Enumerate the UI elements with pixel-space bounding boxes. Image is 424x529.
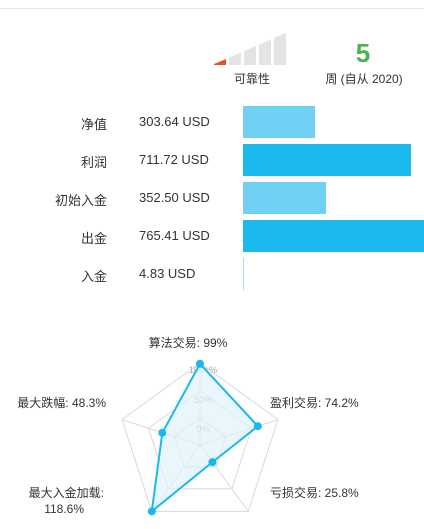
trading-radar-chart: 0%50%100+%算法交易: 99%盈利交易: 74.2%亏损交易: 25.8… (17, 335, 359, 516)
radar-point (196, 359, 204, 368)
stat-label: 初始入金 (54, 193, 107, 208)
radar-point (147, 507, 156, 516)
stat-row: 净值 303.64 USD (0, 106, 424, 138)
top-divider (0, 8, 424, 9)
stat-value: 711.72 USD (139, 152, 209, 167)
stat-value: 352.50 USD (139, 190, 210, 205)
reliability-bar-empty (274, 33, 286, 65)
radar-point (208, 458, 217, 467)
stat-row: 入金 4.83 USD (0, 258, 424, 290)
stat-value: 4.83 USD (139, 266, 196, 281)
weeks-label: 周 (自从 2020) (325, 72, 403, 86)
stat-bar (243, 258, 244, 290)
stat-label: 出金 (80, 231, 107, 246)
radar-ring (121, 362, 279, 512)
reliability-bar-empty (229, 52, 241, 65)
radar-point (158, 428, 167, 437)
weeks-count: 5 (355, 38, 371, 68)
stat-label: 净值 (80, 117, 107, 132)
radar-axis-label: 最大入金加载: (29, 485, 104, 500)
radar-point (253, 422, 262, 431)
radar-axis-label-value: 118.6% (44, 502, 84, 516)
stat-bar (243, 144, 411, 176)
stat-bar (243, 220, 424, 252)
stat-row: 初始入金 352.50 USD (0, 182, 424, 214)
stat-bar (243, 106, 315, 138)
reliability-bar-empty (259, 39, 271, 65)
radar-axis-label: 亏损交易: 25.8% (270, 485, 359, 500)
reliability-bar-empty (244, 46, 256, 65)
stat-label: 入金 (80, 269, 107, 284)
stat-row: 出金 765.41 USD (0, 220, 424, 252)
radar-axis-label: 算法交易: 99% (149, 335, 228, 350)
reliability-bar-filled (214, 59, 226, 65)
radar-axis-label: 最大跌幅: 48.3% (17, 395, 106, 410)
stat-value: 303.64 USD (139, 114, 210, 129)
reliability-label: 可靠性 (233, 72, 270, 86)
reliability-bars-icon (214, 33, 286, 65)
radar-axis-label: 盈利交易: 74.2% (270, 395, 359, 410)
stat-label: 利润 (80, 155, 107, 170)
stat-bar (243, 182, 326, 214)
radar-series-area (150, 362, 260, 514)
stat-row: 利润 711.72 USD (0, 144, 424, 176)
stat-value: 765.41 USD (139, 228, 210, 243)
